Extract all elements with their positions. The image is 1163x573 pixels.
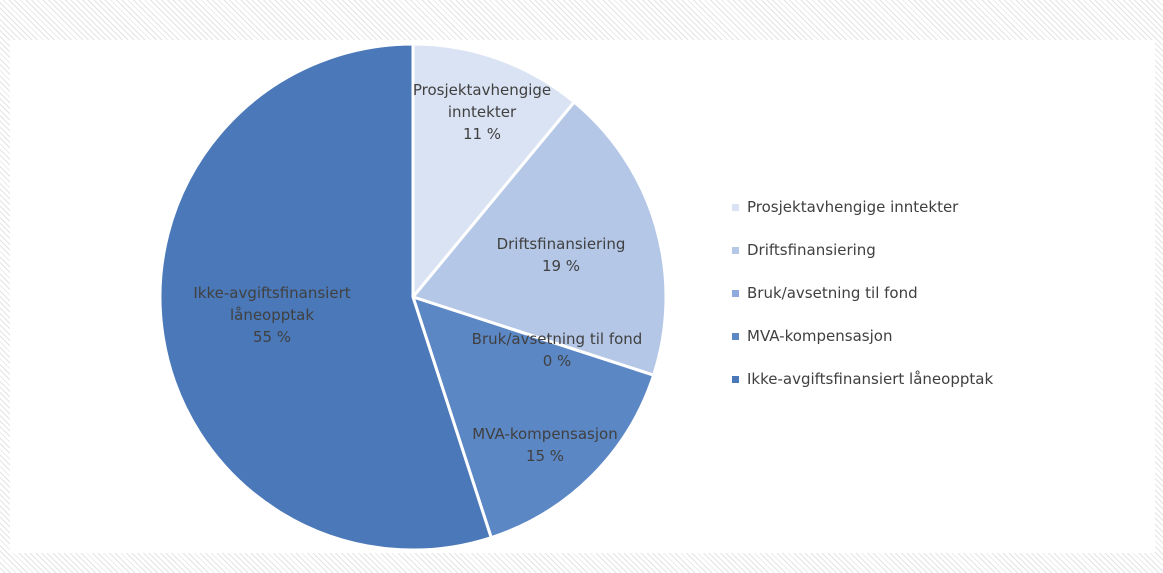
legend-swatch [732,376,739,383]
legend-swatch [732,333,739,340]
legend: Prosjektavhengige inntekter Driftsfinansi… [718,188,1060,402]
data-label-value: 11 % [462,125,502,143]
data-label: Bruk/avsetning til fond 0 % [462,328,652,372]
pie-slice [158,42,494,552]
legend-entry: Bruk/avsetning til fond [732,284,918,302]
legend-entry: Ikke-avgiftsfinansiert låneopptak [732,370,993,388]
data-label: Driftsfinansiering 19 % [466,233,656,277]
pie-slice [411,42,577,302]
data-label-category: Prosjektavhengige inntekter [412,81,552,121]
legend-label: Driftsfinansiering [747,241,876,259]
data-label-value: 0 % [542,352,572,370]
legend-swatch [732,290,739,297]
data-label-value: 19 % [541,257,581,275]
legend-label: Prosjektavhengige inntekter [747,198,959,216]
legend-label: Bruk/avsetning til fond [747,284,918,302]
legend-label: Ikke-avgiftsfinansiert låneopptak [747,370,994,388]
legend-entry: Prosjektavhengige inntekter [732,198,958,216]
data-label: Prosjektavhengige inntekter 11 % [387,79,577,145]
legend-entry: Driftsfinansiering [732,241,876,259]
legend-swatch [732,204,739,211]
legend-entry: MVA-kompensasjon [732,327,892,345]
data-label: Ikke-avgiftsfinansiert låneopptak 55 % [177,282,367,348]
data-label-value: 15 % [525,447,565,465]
data-label-category: MVA-kompensasjon [472,425,618,443]
legend-swatch [732,247,739,254]
data-label-value: 55 % [252,328,292,346]
data-label-category: Driftsfinansiering [496,235,626,253]
data-label: MVA-kompensasjon 15 % [450,423,640,467]
pie-slice [410,99,668,378]
legend-label: MVA-kompensasjon [747,327,893,345]
data-label-category: Ikke-avgiftsfinansiert låneopptak [193,284,351,324]
data-label-category: Bruk/avsetning til fond [471,330,643,348]
